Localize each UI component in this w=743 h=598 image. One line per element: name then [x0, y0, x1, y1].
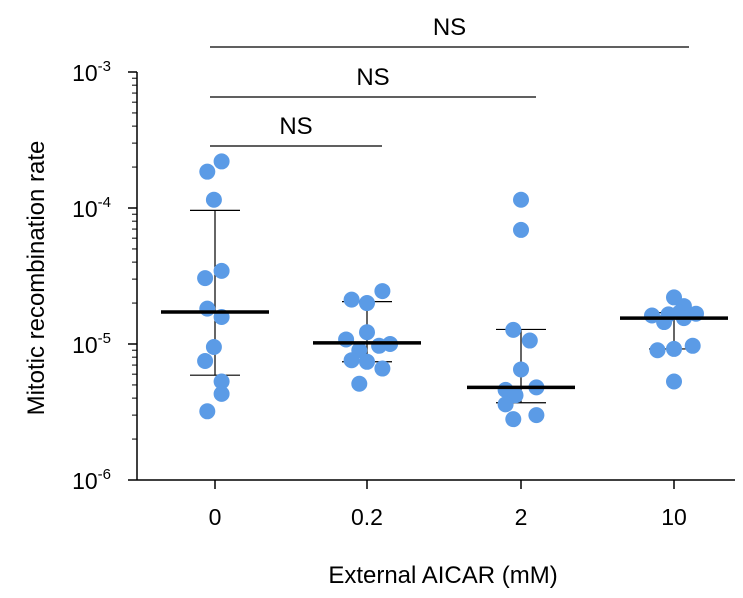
x-ticks: 0 0.2 2 10: [209, 480, 687, 530]
significance-label: NS: [356, 64, 389, 91]
y-tick-label: 10-6: [72, 466, 111, 494]
data-point: [666, 340, 682, 357]
data-point: [213, 262, 230, 279]
y-axis-title: Mitotic recombination rate: [23, 141, 50, 416]
data-point: [205, 191, 222, 208]
data-points: [197, 153, 704, 428]
data-point: [205, 339, 222, 356]
y-tick-label: 10-3: [72, 58, 111, 86]
data-point: [338, 331, 355, 348]
data-point: [359, 353, 375, 370]
data-point: [213, 153, 230, 170]
data-point: [666, 373, 682, 390]
data-point: [199, 300, 216, 317]
data-point: [505, 411, 522, 428]
x-tick-label: 0.2: [351, 504, 383, 530]
y-tick-label: 10-4: [72, 194, 111, 222]
data-point: [213, 385, 230, 402]
data-point: [513, 221, 529, 238]
y-tick-label: 10-5: [72, 330, 111, 358]
significance-label: NS: [279, 113, 312, 140]
data-point: [513, 191, 529, 208]
data-point: [649, 342, 666, 359]
data-point: [351, 375, 368, 392]
data-point: [359, 295, 375, 312]
data-point: [513, 361, 529, 378]
data-point: [374, 360, 391, 377]
significance-label: NS: [433, 14, 466, 41]
data-point: [505, 321, 522, 338]
data-point: [213, 373, 230, 390]
x-tick-label: 10: [661, 504, 687, 530]
data-point: [199, 163, 216, 180]
error-bars: [190, 209, 699, 404]
data-point: [343, 291, 360, 308]
x-tick-label: 0: [209, 504, 222, 530]
data-point: [521, 332, 538, 349]
y-ticks: 10-3 10-4 10-5 10-6: [72, 58, 137, 494]
data-point: [197, 352, 214, 369]
axes: [136, 72, 735, 481]
data-point: [528, 407, 545, 424]
data-point: [497, 396, 514, 413]
data-point: [199, 403, 216, 420]
data-point: [343, 352, 360, 369]
data-point: [197, 270, 214, 287]
median-lines: [161, 310, 728, 390]
data-point: [359, 324, 375, 341]
x-axis-title: External AICAR (mM): [328, 562, 557, 589]
data-point: [374, 283, 391, 300]
x-tick-label: 2: [515, 504, 528, 530]
significance-bars: NS NS NS: [210, 14, 689, 147]
data-point: [684, 337, 701, 354]
